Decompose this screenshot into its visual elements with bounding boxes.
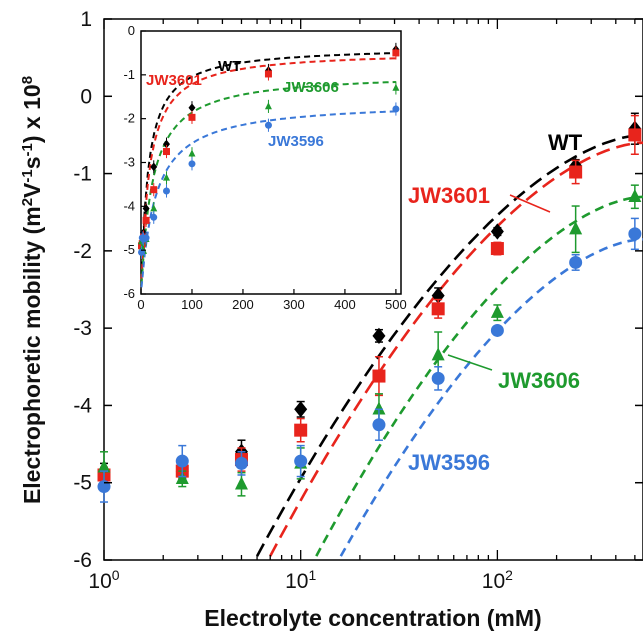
y-title-part: -1	[19, 169, 36, 182]
inset-y-tick-label: -3	[123, 155, 135, 170]
point-jw3601	[569, 165, 583, 179]
inset-point-jw3596	[142, 234, 150, 242]
point-jw3606	[175, 471, 189, 485]
inset-point-jw3601	[142, 216, 150, 224]
inset-x-tick-label: 300	[283, 297, 305, 312]
y-tick-label: 0	[80, 85, 92, 108]
y-tick-label: 1	[80, 8, 92, 31]
inset-point-jw3606	[150, 204, 158, 212]
inset-point-jw3601	[264, 70, 272, 78]
inset-x-tick-label: 100	[181, 297, 203, 312]
inset-x-tick-label: 200	[232, 297, 254, 312]
y-title-part: 2	[19, 198, 36, 206]
point-jw3596	[490, 323, 504, 337]
x-axis-title: Electrolyte concentration (mM)	[204, 605, 541, 631]
inset-point-jw3596	[162, 187, 170, 195]
point-jw3606	[234, 476, 248, 490]
point-wt	[490, 223, 504, 240]
fit-curve-wt	[255, 133, 643, 557]
y-title-part: -1	[19, 143, 36, 156]
point-jw3606	[97, 459, 111, 473]
point-jw3606	[372, 401, 386, 415]
inset-y-tick-label: -5	[123, 242, 135, 257]
point-jw3606	[569, 221, 583, 235]
inset-label-jw3601: JW3601	[146, 72, 202, 89]
y-axis-title: Electrophoretic mobility (m2V-1s-1) x 10…	[19, 76, 46, 504]
inset-point-jw3601	[392, 49, 400, 57]
point-jw3596	[431, 371, 445, 385]
inset-label-jw3606: JW3606	[283, 79, 339, 96]
inset-x-tick-label: 500	[385, 297, 407, 312]
leader-jw3601	[509, 194, 551, 213]
y-title-part: ) x 10	[19, 84, 45, 143]
point-jw3606	[490, 304, 504, 318]
inset-point-jw3596	[188, 160, 196, 168]
inset-point-wt	[162, 139, 170, 149]
x-tick-label: 102	[482, 567, 513, 593]
label-wt: WT	[548, 130, 583, 155]
y-tick-label: -1	[73, 163, 92, 186]
y-tick-label: -4	[73, 394, 92, 417]
inset-point-jw3596	[264, 121, 272, 129]
leader-jw3606	[447, 354, 493, 371]
inset-label-wt: WT	[218, 58, 241, 75]
point-jw3606	[628, 188, 642, 202]
point-jw3596	[175, 454, 189, 468]
inset-point-jw3606	[162, 173, 170, 181]
point-jw3596	[628, 227, 642, 241]
point-wt	[372, 327, 386, 344]
inset-fit-wt	[140, 52, 396, 278]
point-jw3601	[372, 369, 386, 383]
inset-point-jw3601	[162, 148, 170, 156]
fit-curve-jw3596	[339, 238, 643, 557]
inset-point-jw3606	[188, 149, 196, 157]
label-jw3596: JW3596	[408, 450, 490, 475]
fit-curve-jw3606	[315, 195, 643, 557]
x-tick-label: 101	[285, 567, 316, 593]
inset-fit-jw3601	[140, 57, 396, 280]
inset-point-jw3601	[188, 113, 196, 121]
inset-point-jw3601	[150, 186, 158, 194]
y-title-part: Electrophoretic mobility (m	[19, 206, 45, 504]
inset-label-jw3596: JW3596	[268, 133, 324, 150]
fit-curve-jw3601	[269, 141, 643, 557]
point-jw3596	[372, 418, 386, 432]
inset-y-tick-label: -2	[123, 111, 135, 126]
main-plot-area	[103, 18, 643, 561]
y-title-part: 8	[19, 76, 36, 84]
inset-point-jw3596	[150, 213, 158, 221]
point-jw3601	[490, 242, 504, 256]
y-title-part: V	[19, 182, 45, 198]
inset-point-wt	[188, 103, 196, 113]
inset-fit-jw3606	[140, 81, 396, 285]
y-tick-label: -6	[73, 549, 92, 572]
inset-point-wt	[150, 162, 158, 172]
inset-y-tick-label: -6	[123, 286, 135, 301]
point-jw3601	[628, 128, 642, 142]
point-jw3601	[431, 302, 445, 316]
point-jw3606	[431, 347, 445, 361]
inset-point-jw3596	[392, 105, 400, 113]
inset-point-jw3606	[392, 83, 400, 91]
inset-x-tick-label: 400	[334, 297, 356, 312]
inset-y-tick-label: -4	[123, 198, 135, 213]
point-wt	[294, 401, 308, 418]
point-jw3601	[294, 423, 308, 437]
inset-point-jw3606	[264, 102, 272, 110]
inset-y-tick-label: 0	[128, 23, 135, 38]
inset-y-tick-label: -1	[123, 67, 135, 82]
label-jw3606: JW3606	[498, 368, 580, 393]
label-jw3601: JW3601	[408, 183, 490, 208]
inset-fit-jw3596	[140, 110, 396, 288]
y-tick-label: -5	[73, 472, 92, 495]
x-tick-label: 100	[88, 567, 119, 593]
y-title-part: s	[19, 156, 45, 169]
point-jw3596	[569, 255, 583, 269]
inset-x-tick-label: 0	[137, 297, 144, 312]
point-jw3596	[234, 456, 248, 470]
y-tick-label: -2	[73, 240, 92, 263]
point-jw3596	[294, 454, 308, 468]
y-tick-label: -3	[73, 317, 92, 340]
